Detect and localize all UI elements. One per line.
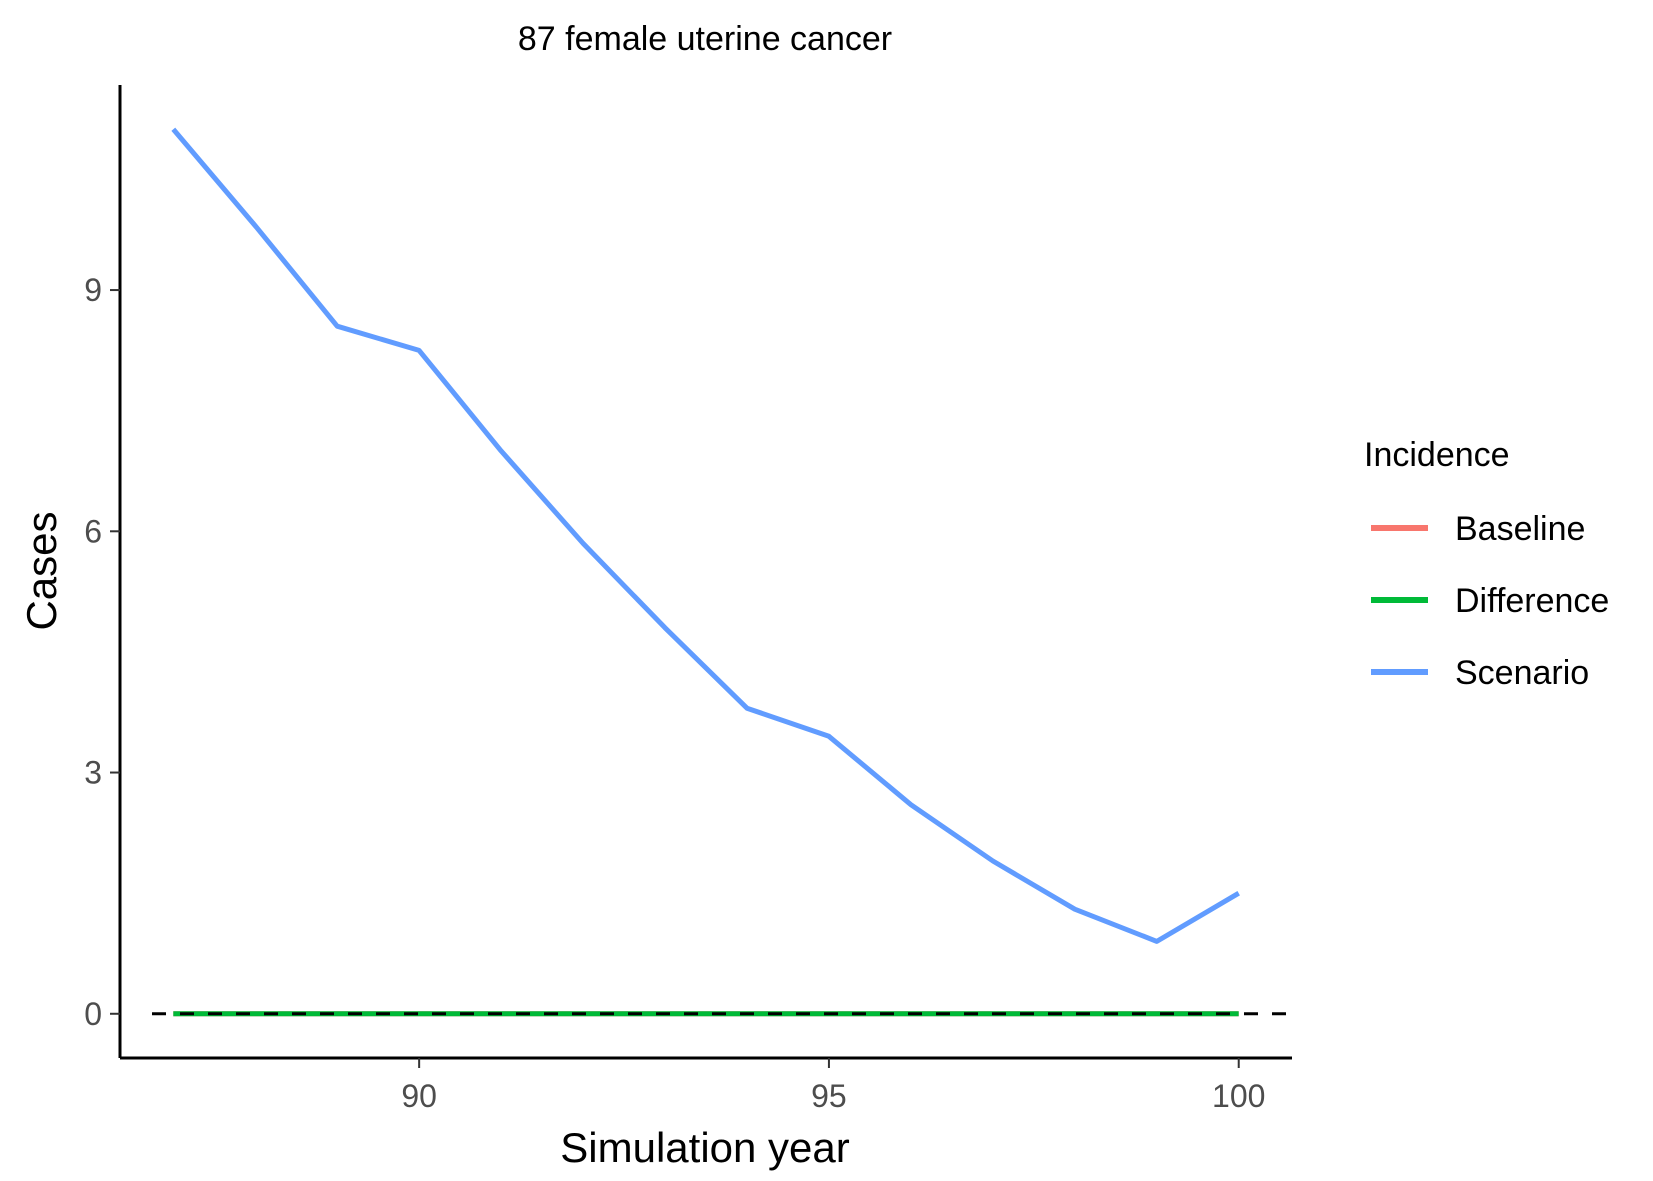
x-tick-label: 90 bbox=[401, 1078, 437, 1114]
legend-title: Incidence bbox=[1364, 436, 1510, 474]
legend-label-baseline: Baseline bbox=[1455, 510, 1585, 548]
y-tick-label: 9 bbox=[84, 272, 102, 308]
legend-label-difference: Difference bbox=[1455, 582, 1609, 620]
series-line-scenario bbox=[171, 127, 1240, 944]
chart-title: 87 female uterine cancer bbox=[518, 20, 892, 58]
x-tick-label: 100 bbox=[1212, 1078, 1265, 1114]
y-tick-label: 0 bbox=[84, 996, 102, 1032]
legend: Incidence Baseline Difference Scenario bbox=[1364, 436, 1609, 692]
x-axis-ticks: 90 95 100 bbox=[401, 1058, 1265, 1114]
y-axis-ticks: 0 3 6 9 bbox=[84, 272, 120, 1032]
x-axis-title: Simulation year bbox=[560, 1124, 849, 1171]
x-tick-label: 95 bbox=[811, 1078, 847, 1114]
legend-label-scenario: Scenario bbox=[1455, 654, 1589, 692]
y-tick-label: 3 bbox=[84, 755, 102, 791]
plot-area bbox=[152, 127, 1289, 1017]
y-axis-title: Cases bbox=[18, 511, 65, 630]
y-tick-label: 6 bbox=[84, 513, 102, 549]
